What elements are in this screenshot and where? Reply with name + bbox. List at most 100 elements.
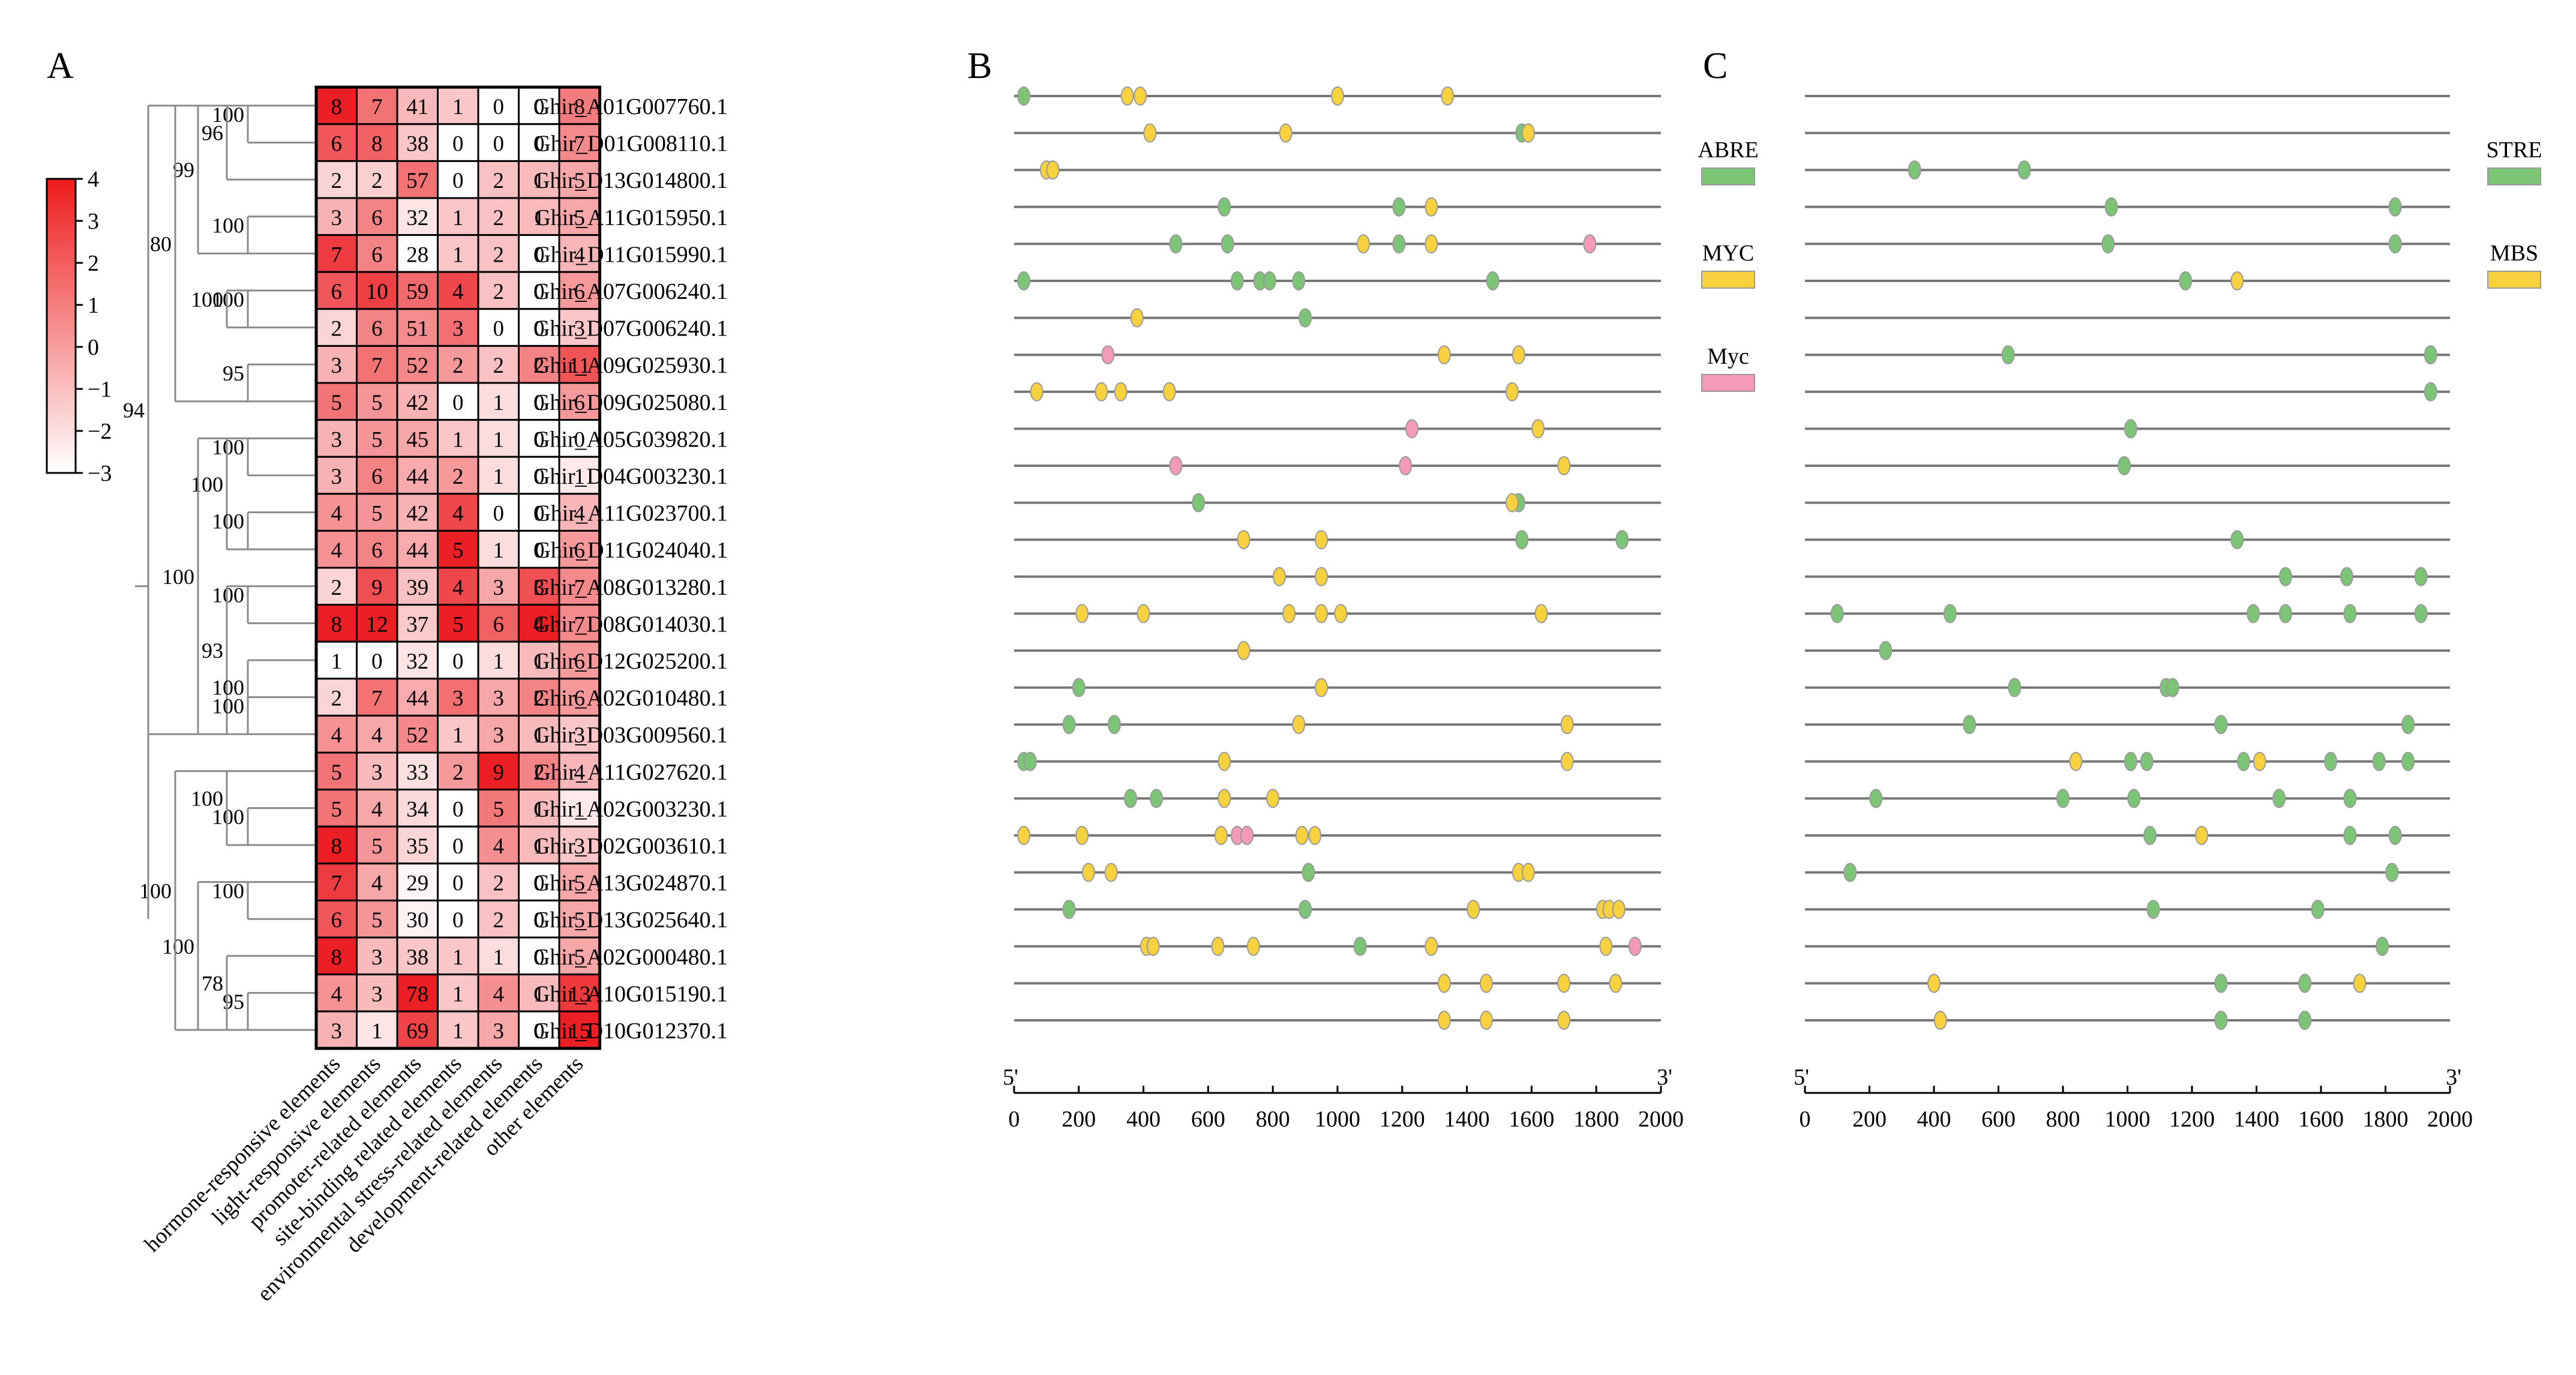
heatmap-cell-value: 41 xyxy=(406,95,428,119)
heatmap-cell-value: 0 xyxy=(533,465,545,489)
element-marker-myc xyxy=(1130,308,1144,328)
element-marker-myc xyxy=(1030,382,1043,402)
heatmap-cell xyxy=(437,789,479,828)
heatmap-cell xyxy=(558,789,601,828)
heatmap-cell xyxy=(396,567,439,606)
heatmap-cell-value: 2 xyxy=(493,242,505,267)
bootstrap-value: 95 xyxy=(223,990,244,1014)
element-marker-myc xyxy=(1308,826,1322,845)
heatmap-cell-value: 3 xyxy=(371,982,383,1006)
element-marker-stre xyxy=(2143,826,2157,845)
heatmap-cell-value: 0 xyxy=(452,391,464,415)
bootstrap-value: 99 xyxy=(173,158,194,182)
heatmap-cell xyxy=(396,936,439,976)
heatmap-cell-value: 0 xyxy=(493,502,505,526)
color-scale-tick-label: 0 xyxy=(88,335,99,360)
heatmap-cell-value: 4 xyxy=(371,871,383,896)
heatmap-cell xyxy=(558,419,601,458)
gene-label: Ghir_A09G025930.1 xyxy=(533,353,728,378)
element-marker-stre xyxy=(2104,197,2118,217)
heatmap-cell-value: 57 xyxy=(406,169,428,193)
heatmap-cell-value: 5 xyxy=(371,908,383,933)
heatmap-cell-value: 3 xyxy=(493,1019,505,1044)
element-marker-stre xyxy=(2278,567,2292,586)
heatmap-cell-value: 1 xyxy=(533,649,545,674)
heatmap-cell-value: 4 xyxy=(452,576,464,600)
heatmap-cell-value: 0 xyxy=(452,797,464,822)
element-marker-myc xyxy=(1479,1011,1493,1030)
heatmap-cell-value: 29 xyxy=(406,871,428,896)
element-marker-myc xyxy=(1217,751,1231,771)
x-axis-tick-label: 1800 xyxy=(1573,1107,1619,1132)
heatmap-cell-value: 5 xyxy=(371,427,383,452)
element-marker-myc xyxy=(1425,197,1438,217)
element-marker-stre xyxy=(2278,604,2292,624)
bootstrap-value: 94 xyxy=(123,399,145,423)
element-marker-myc xyxy=(1217,789,1231,808)
element-marker-stre xyxy=(2146,900,2160,919)
heatmap-cell-value: 6 xyxy=(331,280,343,304)
heatmap-cell xyxy=(437,123,479,162)
heatmap-cell-value: 4 xyxy=(493,834,505,859)
heatmap-cell-value: 1 xyxy=(533,797,545,822)
element-marker-myc xyxy=(1437,1011,1451,1030)
heatmap-cell-value: 1 xyxy=(331,649,343,674)
bootstrap-value: 100 xyxy=(191,472,223,496)
bootstrap-value: 100 xyxy=(139,879,172,903)
heatmap-cell-value: 0 xyxy=(533,1019,545,1044)
heatmap-cell xyxy=(477,271,520,310)
heatmap-cell-value: 2 xyxy=(533,354,545,378)
heatmap-cell-value: 5 xyxy=(331,391,343,415)
heatmap-cell xyxy=(518,234,560,273)
element-marker-mbs xyxy=(2230,271,2244,290)
element-marker-myc xyxy=(1560,715,1574,735)
heatmap-cell-value: 5 xyxy=(574,908,586,933)
element-marker-myc xyxy=(1214,826,1228,845)
heatmap-cell xyxy=(518,862,560,901)
heatmap-cell-value: 0 xyxy=(533,242,545,267)
element-marker-myc xyxy=(1104,862,1118,882)
heatmap-cell-value: 5 xyxy=(574,169,586,193)
gene-label: Ghir_A08G013280.1 xyxy=(533,575,728,600)
element-marker-myc xyxy=(1583,234,1597,254)
element-marker-stre xyxy=(1963,715,1977,735)
element-marker-stre xyxy=(2247,604,2260,624)
heatmap-cell xyxy=(396,308,439,347)
element-marker-myc xyxy=(1557,456,1571,475)
heatmap-cell-value: 39 xyxy=(406,576,428,600)
element-marker-myc xyxy=(1315,604,1329,624)
heatmap-cell-value: 6 xyxy=(574,538,586,563)
heatmap-cell-value: 6 xyxy=(331,908,343,933)
heatmap-cell-value: 1 xyxy=(371,1019,383,1044)
legend-label: MBS xyxy=(2490,241,2538,266)
heatmap-cell-value: 6 xyxy=(574,391,586,415)
heatmap-cell-value: 6 xyxy=(371,538,383,563)
heatmap-cell-value: 3 xyxy=(371,760,383,785)
element-marker-mbs xyxy=(1933,1011,1947,1030)
element-marker-myc xyxy=(1295,826,1309,845)
element-marker-myc xyxy=(1557,1011,1571,1030)
element-marker-abre xyxy=(1169,234,1183,254)
heatmap-cell xyxy=(477,529,520,569)
element-marker-myc xyxy=(1114,382,1127,402)
element-marker-abre xyxy=(1230,271,1244,290)
heatmap-cell-value: 4 xyxy=(574,760,586,785)
x-axis-tick-label: 1000 xyxy=(2105,1107,2151,1132)
element-marker-myc xyxy=(1479,973,1493,993)
heatmap-cell-value: 0 xyxy=(452,871,464,896)
heatmap-cell-value: 0 xyxy=(574,427,586,452)
element-marker-abre xyxy=(1299,900,1312,919)
element-marker-myc xyxy=(1266,789,1280,808)
gene-label: Ghir_A13G024870.1 xyxy=(533,871,728,896)
panel-a-label: A xyxy=(47,46,74,86)
element-marker-abre xyxy=(1486,271,1500,290)
heatmap-cell-value: 0 xyxy=(533,317,545,341)
heatmap-cell-value: 3 xyxy=(574,317,586,341)
element-marker-stre xyxy=(2017,160,2031,180)
color-scale-tick-label: 3 xyxy=(88,209,99,234)
element-marker-abre xyxy=(1108,715,1121,735)
heatmap-cell-value: 34 xyxy=(406,797,428,822)
element-marker-myc xyxy=(1357,234,1371,254)
legend-swatch xyxy=(1701,271,1755,289)
